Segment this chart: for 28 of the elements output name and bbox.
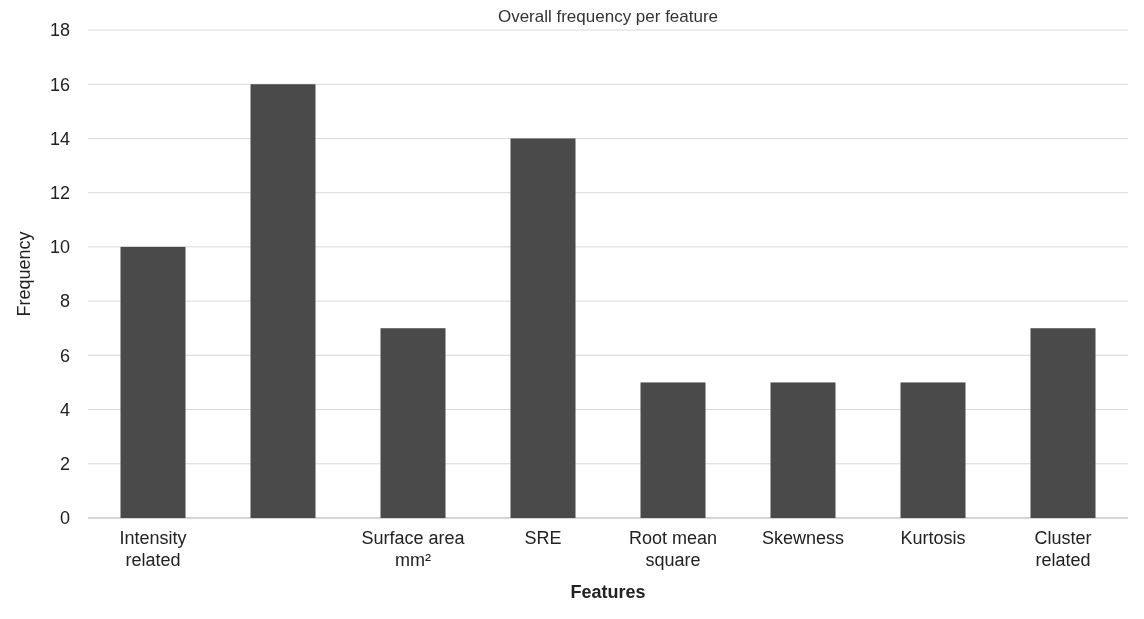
bar	[510, 138, 576, 518]
y-tick-label: 14	[49, 128, 70, 149]
y-tick-label: 4	[59, 399, 70, 420]
bar	[900, 382, 966, 518]
y-tick-label: 6	[59, 345, 70, 366]
x-tick-label: Surface area mm²	[361, 528, 466, 570]
y-tick-label: 10	[49, 237, 70, 258]
bar	[640, 382, 706, 518]
x-tick-label: Intensity related	[119, 528, 187, 570]
bar	[250, 84, 316, 518]
y-tick-label: 0	[59, 508, 70, 529]
y-tick-label: 18	[49, 20, 70, 41]
x-tick-label: SRE	[524, 528, 562, 548]
x-tick-label: Root mean square	[628, 528, 718, 570]
y-tick-label: 16	[49, 74, 70, 95]
y-tick-label: 2	[59, 454, 70, 475]
y-tick-label: 8	[59, 291, 70, 312]
x-tick-label: Skewness	[761, 528, 845, 548]
bar	[1030, 328, 1096, 518]
y-axis-title: Frequency	[14, 231, 34, 317]
bar	[380, 328, 446, 518]
x-tick-label: Cluster related	[1034, 528, 1092, 570]
bar	[120, 246, 186, 518]
chart-title: Overall frequency per feature	[497, 7, 719, 26]
x-tick-label: Kurtosis	[900, 528, 966, 548]
y-tick-label: 12	[49, 182, 70, 203]
x-axis-title: Features	[570, 582, 646, 602]
bar	[770, 382, 836, 518]
